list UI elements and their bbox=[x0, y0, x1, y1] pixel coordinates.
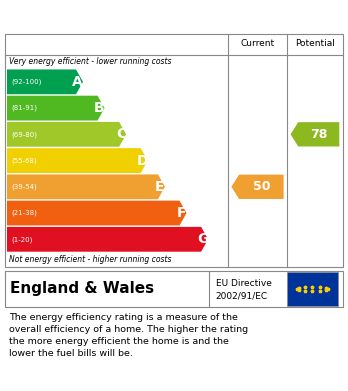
Text: Current: Current bbox=[240, 39, 275, 48]
Text: (55-68): (55-68) bbox=[11, 157, 37, 164]
Text: A: A bbox=[72, 75, 83, 89]
Polygon shape bbox=[7, 122, 126, 147]
Text: (69-80): (69-80) bbox=[11, 131, 37, 138]
Text: EU Directive: EU Directive bbox=[216, 278, 272, 287]
Polygon shape bbox=[7, 96, 104, 120]
Polygon shape bbox=[7, 148, 148, 173]
Bar bbox=[287, 272, 338, 306]
Text: D: D bbox=[137, 154, 148, 168]
Text: (92-100): (92-100) bbox=[11, 79, 41, 85]
Text: (81-91): (81-91) bbox=[11, 105, 37, 111]
Text: 50: 50 bbox=[253, 180, 270, 193]
Text: 78: 78 bbox=[310, 128, 327, 141]
Text: England & Wales: England & Wales bbox=[10, 282, 155, 296]
Polygon shape bbox=[7, 174, 165, 199]
Polygon shape bbox=[7, 201, 187, 226]
Polygon shape bbox=[231, 175, 284, 199]
Text: 2002/91/EC: 2002/91/EC bbox=[216, 292, 268, 301]
Polygon shape bbox=[7, 227, 208, 252]
Text: Not energy efficient - higher running costs: Not energy efficient - higher running co… bbox=[9, 255, 171, 264]
Polygon shape bbox=[7, 70, 83, 94]
Text: (39-54): (39-54) bbox=[11, 183, 37, 190]
Text: (1-20): (1-20) bbox=[11, 236, 32, 242]
Text: Energy Efficiency Rating: Energy Efficiency Rating bbox=[9, 9, 211, 23]
Text: (21-38): (21-38) bbox=[11, 210, 37, 216]
Text: F: F bbox=[176, 206, 186, 220]
Text: G: G bbox=[197, 232, 208, 246]
Text: Very energy efficient - lower running costs: Very energy efficient - lower running co… bbox=[9, 57, 171, 66]
Text: B: B bbox=[94, 101, 105, 115]
Text: C: C bbox=[116, 127, 126, 141]
Text: E: E bbox=[155, 180, 165, 194]
Polygon shape bbox=[291, 122, 339, 147]
Text: The energy efficiency rating is a measure of the
overall efficiency of a home. T: The energy efficiency rating is a measur… bbox=[9, 313, 248, 357]
Text: Potential: Potential bbox=[295, 39, 335, 48]
